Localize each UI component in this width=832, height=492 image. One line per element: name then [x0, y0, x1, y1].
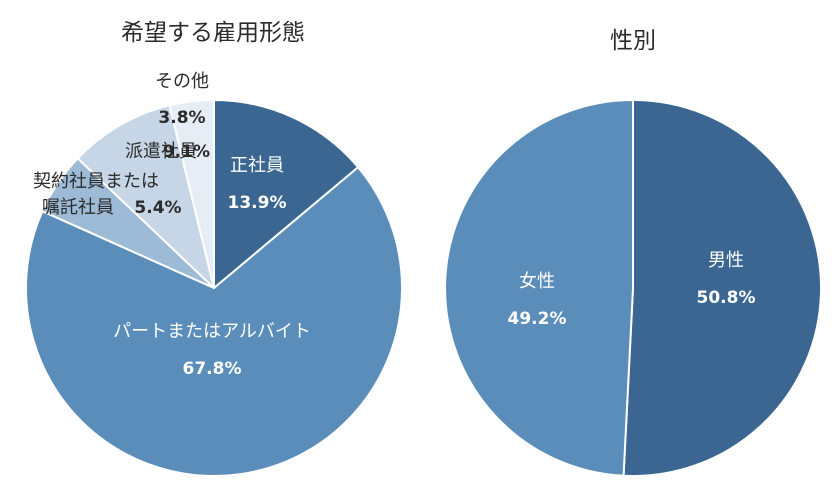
employment-chart-title: 希望する雇用形態	[121, 20, 305, 46]
employment-slice-2-value: 5.4%	[134, 198, 181, 218]
employment-slice-2-label: 契約社員または嘱託社員	[33, 171, 159, 218]
employment-slice-1-value: 67.8%	[183, 359, 242, 379]
gender-slice-1	[444, 99, 634, 477]
employment-slice-0	[213, 99, 360, 289]
gender-slice-0	[622, 99, 823, 477]
employment-slice-4	[168, 99, 215, 289]
gender-slice-1-value: 49.2%	[508, 309, 567, 329]
gender-slice-0-value: 50.8%	[697, 288, 756, 308]
employment-slice-4-label: その他	[155, 71, 209, 92]
employment-slice-1	[24, 166, 403, 477]
employment-pie	[24, 99, 403, 477]
slice-labels: 正社員 13.9% パートまたはアルバイト 67.8% 契約社員または嘱託社員 5.4% 派…	[33, 71, 755, 379]
employment-slice-0-label: 正社員	[230, 155, 284, 176]
employment-slice-4-value: 3.8%	[158, 108, 205, 128]
gender-slice-0-label: 男性	[708, 250, 744, 271]
gender-pie	[444, 99, 823, 477]
employment-slice-0-value: 13.9%	[228, 193, 287, 213]
employment-slice-3-label: 派遣社員	[125, 141, 197, 162]
employment-slice-1-label: パートまたはアルバイト	[113, 321, 311, 342]
gender-chart-title: 性別	[610, 28, 656, 54]
gender-slice-1-label: 女性	[519, 271, 555, 292]
employment-slice-3-value: 9.1%	[163, 142, 210, 162]
